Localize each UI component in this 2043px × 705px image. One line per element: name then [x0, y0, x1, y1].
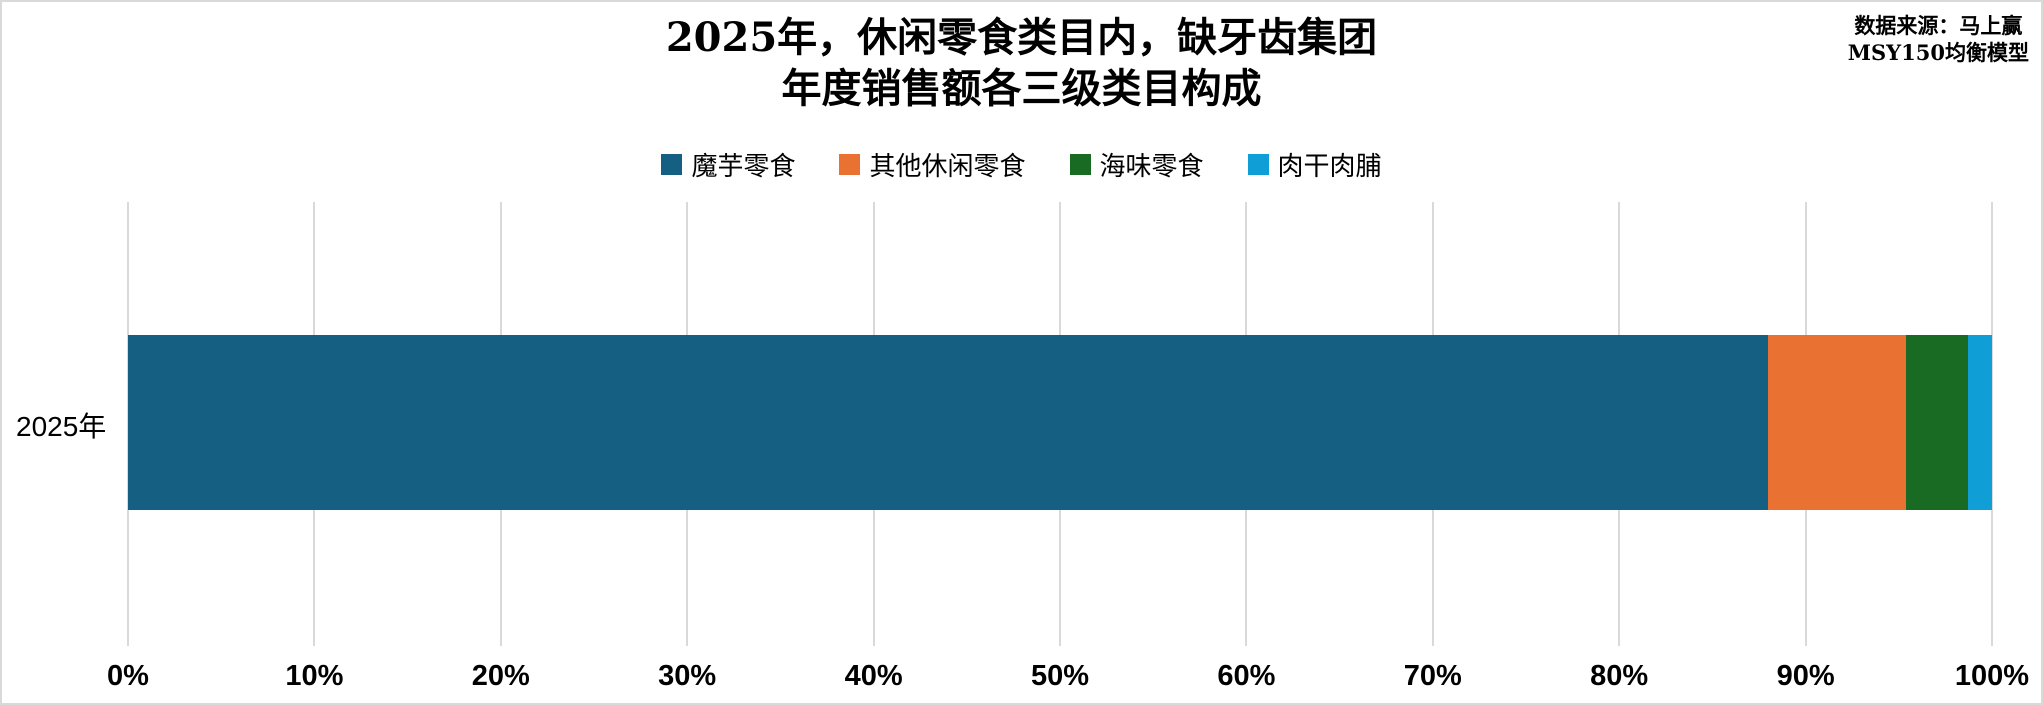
- legend-label: 海味零食: [1099, 151, 1204, 182]
- legend-item-海味零食: 海味零食: [1069, 146, 1204, 183]
- bar-segment-魔芋零食: [128, 335, 1769, 510]
- bar-segment-其他休闲零食: [1768, 335, 1907, 510]
- x-tick-label-20%: 20%: [471, 660, 530, 692]
- x-tick-label-90%: 90%: [1776, 660, 1835, 692]
- legend-label: 肉干肉脯: [1277, 151, 1382, 182]
- chart-title-line2: 年度销售额各三级类目构成: [781, 65, 1262, 112]
- bar-segment-海味零食: [1906, 335, 1968, 510]
- legend-label: 其他休闲零食: [869, 151, 1026, 182]
- y-axis-category-label: 2025年: [16, 411, 107, 442]
- legend-swatch-icon: [1069, 153, 1091, 175]
- legend-swatch-icon: [1247, 153, 1269, 175]
- x-tick-label-100%: 100%: [1954, 660, 2030, 692]
- x-tick-label-30%: 30%: [658, 660, 717, 692]
- x-tick-label-0%: 0%: [107, 660, 149, 692]
- legend-item-魔芋零食: 魔芋零食: [661, 146, 795, 183]
- chart-title-line1: 2025年，休闲零食类目内，缺牙齿集团: [665, 14, 1378, 61]
- x-tick-label-80%: 80%: [1590, 660, 1649, 692]
- x-tick-label-70%: 70%: [1403, 660, 1462, 692]
- x-tick-label-60%: 60%: [1217, 660, 1276, 692]
- data-source-line1: 数据来源：马上赢: [1854, 13, 2023, 38]
- legend: 魔芋零食 其他休闲零食 海味零食 肉干肉脯: [2, 149, 2041, 182]
- chart-title: 2025年，休闲零食类目内，缺牙齿集团 年度销售额各三级类目构成: [2, 12, 2041, 114]
- legend-label: 魔芋零食: [691, 151, 796, 182]
- x-tick-label-10%: 10%: [285, 660, 344, 692]
- data-source-line2: MSY150均衡模型: [1847, 40, 2029, 65]
- x-tick-label-50%: 50%: [1030, 660, 1090, 692]
- legend-item-其他休闲零食: 其他休闲零食: [839, 146, 1026, 183]
- legend-swatch-icon: [839, 153, 861, 175]
- bar-segment-肉干肉脯: [1967, 335, 1992, 510]
- data-source-note: 数据来源：马上赢 MSY150均衡模型: [1848, 12, 2029, 66]
- gridline-100%: [1991, 202, 1993, 646]
- legend-swatch-icon: [661, 153, 683, 175]
- legend-item-肉干肉脯: 肉干肉脯: [1247, 146, 1382, 183]
- x-tick-label-40%: 40%: [844, 660, 903, 692]
